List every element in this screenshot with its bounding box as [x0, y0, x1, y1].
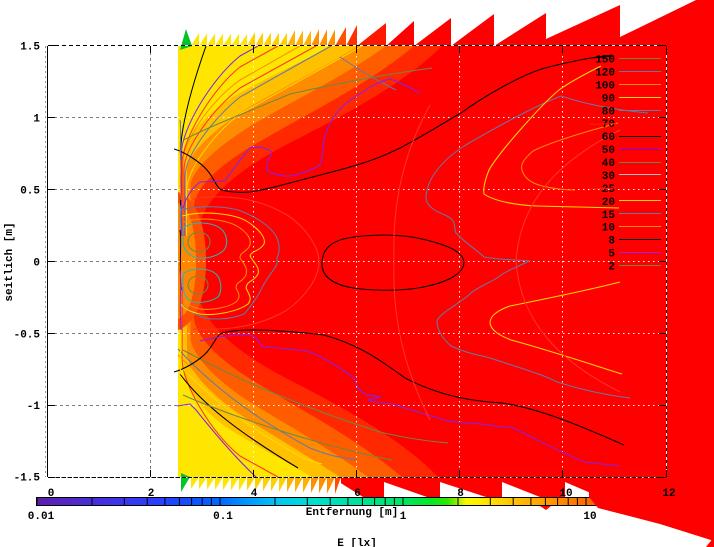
svg-text:-1.5: -1.5 — [14, 473, 41, 485]
svg-text:100: 100 — [595, 80, 615, 92]
svg-text:6: 6 — [354, 488, 361, 500]
svg-text:5: 5 — [608, 249, 615, 261]
svg-text:E [lx]: E [lx] — [337, 538, 377, 547]
svg-text:seitlich [m]: seitlich [m] — [4, 222, 16, 301]
svg-text:0: 0 — [48, 488, 55, 500]
svg-text:60: 60 — [602, 132, 615, 144]
svg-text:30: 30 — [602, 171, 615, 183]
svg-text:0: 0 — [33, 258, 40, 270]
svg-text:50: 50 — [602, 145, 615, 157]
svg-text:10: 10 — [559, 488, 572, 500]
svg-text:0.1: 0.1 — [213, 511, 233, 523]
svg-text:4: 4 — [251, 488, 258, 500]
svg-text:15: 15 — [602, 210, 616, 222]
svg-text:10: 10 — [583, 511, 596, 523]
svg-text:90: 90 — [602, 93, 615, 105]
svg-text:-0.5: -0.5 — [14, 329, 41, 341]
svg-text:-1: -1 — [27, 401, 41, 413]
svg-text:1.5: 1.5 — [20, 42, 40, 54]
svg-text:0.5: 0.5 — [20, 186, 40, 198]
svg-text:2: 2 — [608, 262, 615, 274]
svg-text:Entfernung [m]: Entfernung [m] — [306, 507, 398, 519]
svg-text:80: 80 — [602, 106, 615, 118]
svg-text:120: 120 — [595, 67, 615, 79]
svg-text:70: 70 — [602, 119, 615, 131]
svg-text:20: 20 — [602, 197, 615, 209]
svg-text:8: 8 — [457, 488, 464, 500]
svg-text:25: 25 — [602, 184, 616, 196]
svg-text:1: 1 — [33, 113, 40, 125]
svg-text:2: 2 — [148, 488, 155, 500]
svg-text:40: 40 — [602, 158, 615, 170]
svg-text:12: 12 — [662, 488, 675, 500]
svg-text:1: 1 — [400, 511, 407, 523]
svg-text:10: 10 — [602, 223, 615, 235]
svg-text:0.01: 0.01 — [28, 511, 55, 523]
svg-text:8: 8 — [608, 236, 615, 248]
